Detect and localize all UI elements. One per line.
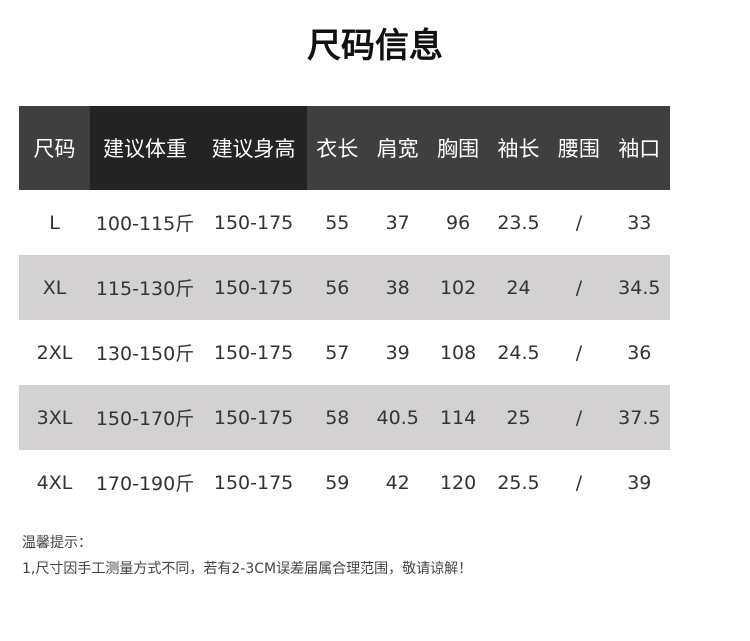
table-cell: 24	[488, 255, 549, 320]
table-row: 4XL 170-190斤 150-175 59 42 120 25.5 / 39	[19, 450, 730, 515]
table-cell: 24.5	[497, 341, 540, 364]
table-cell: 56	[307, 255, 368, 320]
table-cell: XL	[19, 255, 91, 320]
table-cell: 39	[385, 341, 410, 364]
table-cell: L	[49, 211, 60, 234]
table-cell: 33	[627, 211, 652, 234]
table-cell: 40.5	[367, 385, 428, 450]
note-line: 1,尺寸因手工测量方式不同，若有2-3CM误差届属合理范围，敬请谅解！	[22, 561, 473, 577]
column-header: 袖长	[488, 106, 549, 190]
table-row: 3XL 150-170斤 150-175 58 40.5 114 25/37.5	[19, 385, 730, 450]
table-header-row: 尺码 建议体重 建议身高 衣长 肩宽 胸围 袖长 腰围 袖口	[19, 106, 730, 190]
size-table: 尺码 建议体重 建议身高 衣长 肩宽 胸围 袖长 腰围 袖口 L 100-115斤 150-175 5…	[19, 106, 730, 515]
column-header: 建议体重	[90, 106, 201, 190]
column-header: 尺码	[19, 106, 91, 190]
table-cell: 108	[439, 341, 477, 364]
column-header: 袖口	[609, 106, 670, 190]
table-cell: 115-130斤	[90, 255, 201, 320]
table-cell: 102	[427, 255, 489, 320]
table-row: 2XL 130-150斤 150-175 57 39 108 24.5 / 36	[19, 320, 730, 385]
table-cell: 55	[325, 211, 350, 234]
table-cell: 37.5	[609, 385, 670, 450]
table-cell: 23.5	[497, 211, 540, 234]
table-cell: 100-115斤	[95, 213, 195, 235]
table-cell: 38	[367, 255, 428, 320]
table-cell: 36	[627, 341, 652, 364]
table-cell: 114	[427, 385, 489, 450]
table-cell: 34.5	[609, 255, 670, 320]
table-cell: 57	[325, 341, 350, 364]
table-cell: /	[575, 471, 583, 494]
table-cell: 150-175	[213, 341, 294, 364]
table-cell: 25	[488, 385, 549, 450]
column-header: 肩宽	[367, 106, 428, 190]
table-cell: /	[548, 255, 610, 320]
table-cell: 170-190斤	[95, 473, 195, 495]
table-row: XL 115-130斤 150-175 56 38 102 24/34.5	[19, 255, 730, 320]
table-cell: 2XL	[36, 341, 73, 364]
table-cell: 150-175	[213, 471, 294, 494]
table-row: L 100-115斤 150-175 55 37 96 23.5 / 33	[19, 190, 730, 255]
table-cell: 37	[385, 211, 410, 234]
table-cell: 130-150斤	[95, 343, 195, 365]
table-cell: 39	[627, 471, 652, 494]
table-cell: 58	[307, 385, 368, 450]
table-cell: 150-175	[200, 255, 308, 320]
table-cell: 120	[439, 471, 477, 494]
table-cell: 42	[385, 471, 410, 494]
table-cell: 96	[446, 211, 471, 234]
table-cell: 150-170斤	[90, 385, 201, 450]
column-header: 胸围	[427, 106, 489, 190]
table-cell: 3XL	[19, 385, 91, 450]
table-cell: 59	[325, 471, 350, 494]
table-cell: /	[548, 385, 610, 450]
table-cell: /	[575, 211, 583, 234]
column-header: 建议身高	[200, 106, 308, 190]
table-cell: 25.5	[497, 471, 540, 494]
column-header: 衣长	[307, 106, 368, 190]
note-heading: 温馨提示：	[22, 535, 92, 551]
table-cell: /	[575, 341, 583, 364]
table-cell: 150-175	[213, 211, 294, 234]
column-header: 腰围	[548, 106, 610, 190]
page-title: 尺码信息	[307, 26, 443, 66]
table-cell: 4XL	[36, 471, 73, 494]
table-cell: 150-175	[200, 385, 308, 450]
